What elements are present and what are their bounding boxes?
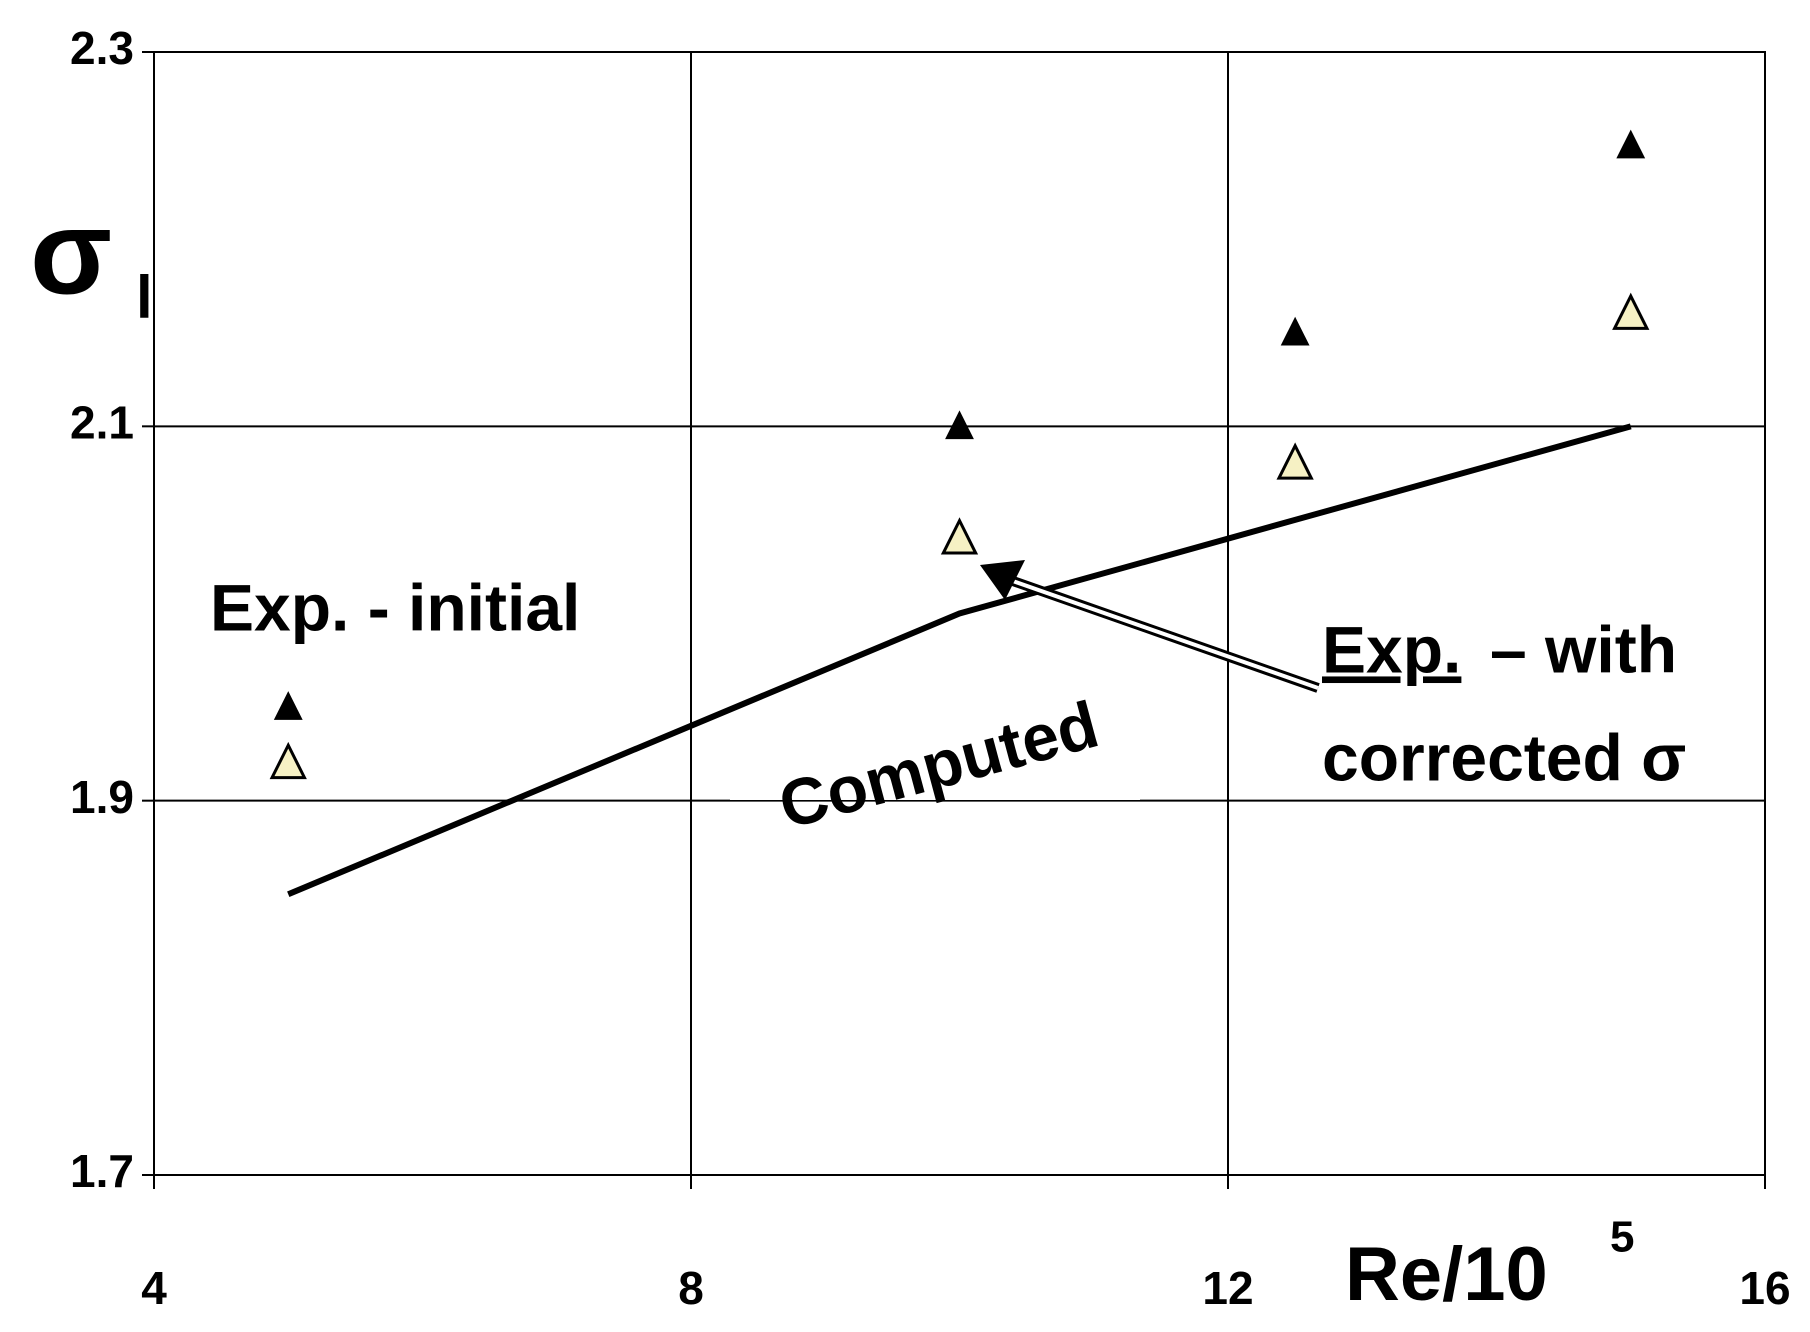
annotation: Computed	[771, 687, 1105, 843]
marker	[1616, 129, 1646, 159]
annotation: Exp.	[1322, 612, 1461, 686]
x-tick-label: 16	[1739, 1262, 1790, 1314]
marker	[1612, 292, 1650, 330]
arrow	[980, 560, 1320, 693]
y-tick-label: 1.7	[70, 1145, 134, 1197]
y-axis-label: σ	[30, 186, 112, 320]
label-background	[730, 770, 1140, 800]
y-tick-label: 1.9	[70, 771, 134, 823]
x-tick-label: 8	[678, 1262, 704, 1314]
x-axis-label: Re/10	[1345, 1232, 1548, 1317]
marker	[269, 741, 307, 780]
x-tick-label: 12	[1202, 1262, 1253, 1314]
y-axis-label-sub: l	[136, 264, 153, 331]
y-tick-label: 2.1	[70, 396, 134, 448]
annotation: corrected σ	[1322, 720, 1686, 794]
x-tick-label: 4	[141, 1262, 167, 1314]
x-axis-label-sup: 5	[1610, 1213, 1634, 1262]
annotation: Exp. - initial	[210, 570, 580, 644]
marker	[940, 517, 979, 555]
y-tick-label: 2.3	[70, 22, 134, 74]
marker	[945, 410, 974, 440]
plot-frame	[153, 51, 1766, 1176]
marker	[273, 691, 303, 720]
marker	[1276, 442, 1314, 480]
line	[287, 423, 1632, 898]
annotation: – with	[1490, 612, 1677, 686]
marker	[1280, 316, 1310, 346]
